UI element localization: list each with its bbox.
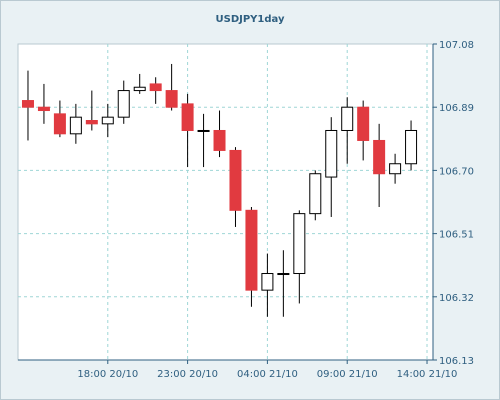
candle-body: [101, 116, 114, 125]
candle-bearish: [373, 123, 386, 207]
candle-body: [21, 100, 34, 108]
grid-lines: [18, 44, 433, 360]
candle-bearish: [149, 77, 162, 104]
candle-bearish: [165, 63, 178, 111]
candle-bearish: [37, 83, 50, 124]
candle-body: [117, 90, 130, 118]
candle-body: [373, 139, 386, 175]
candle-body: [149, 83, 162, 92]
candle-bullish: [261, 253, 274, 317]
y-tick-label: 107.08: [439, 40, 474, 51]
candle-body: [277, 273, 290, 276]
candle-bullish: [101, 103, 114, 138]
candle-body: [325, 129, 338, 178]
tick-labels: 107.08 106.89 106.70 106.51 106.32 106.13 18:0…: [77, 40, 474, 380]
candle-bearish: [21, 70, 34, 141]
candle-body: [133, 86, 146, 92]
candle-body: [309, 173, 322, 215]
candle-bearish: [213, 110, 226, 158]
axes: [18, 43, 437, 364]
candle-bearish: [229, 147, 242, 227]
plot-area: [17, 43, 434, 361]
candle-body: [357, 106, 370, 141]
candle-body: [181, 103, 194, 131]
candle-body: [261, 273, 274, 291]
candle-body: [405, 129, 418, 165]
y-tick-label: 106.51: [439, 230, 474, 241]
candle-bullish: [69, 103, 82, 144]
candle-bullish: [277, 250, 290, 317]
candles: [21, 63, 418, 317]
y-tick-label: 106.32: [439, 293, 474, 304]
x-tick-label: 09:00 21/10: [317, 369, 378, 380]
candle-bullish: [325, 117, 338, 217]
candle-bearish: [85, 90, 98, 131]
candle-bullish: [117, 80, 130, 124]
candle-body: [85, 120, 98, 125]
candle-bearish: [53, 100, 66, 138]
candle-body: [197, 129, 210, 132]
candle-bullish: [309, 170, 322, 221]
candle-bearish: [357, 100, 370, 161]
candle-bullish: [133, 73, 146, 94]
candle-bearish: [181, 93, 194, 168]
x-tick-label: 23:00 20/10: [157, 369, 218, 380]
x-tick-label: 18:00 20/10: [77, 369, 138, 380]
y-tick-label: 106.70: [439, 166, 474, 177]
chart-title: USDJPY1day: [216, 14, 285, 25]
candle-body: [389, 163, 402, 175]
candle-body: [245, 209, 258, 291]
candle-body: [293, 213, 306, 275]
candle-body: [165, 90, 178, 108]
x-tick-label: 04:00 21/10: [237, 369, 298, 380]
x-tick-label: 14:00 21/10: [397, 369, 458, 380]
candle-body: [37, 106, 50, 112]
candle-body: [69, 116, 82, 135]
candle-bullish: [405, 120, 418, 171]
y-tick-label: 106.13: [439, 356, 474, 367]
candle-bullish: [197, 113, 210, 168]
y-tick-label: 106.89: [439, 103, 474, 114]
candle-body: [53, 113, 66, 135]
candle-body: [213, 129, 226, 151]
candle-bullish: [293, 210, 306, 304]
candle-bearish: [245, 206, 258, 307]
candle-bullish: [389, 153, 402, 184]
candle-body: [341, 106, 354, 131]
candle-bullish: [341, 97, 354, 164]
candle-body: [229, 149, 242, 211]
